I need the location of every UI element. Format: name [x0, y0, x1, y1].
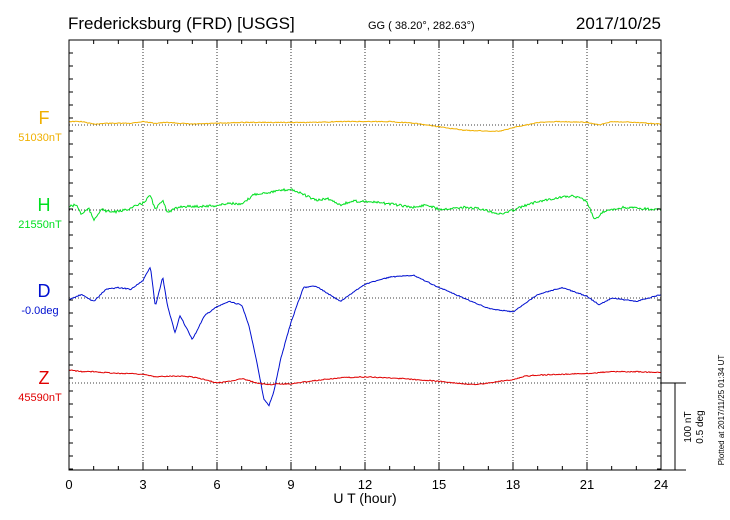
x-tick-label: 0	[65, 477, 72, 492]
x-tick-label: 6	[213, 477, 220, 492]
series-baseline-label-z: 45590nT	[18, 392, 62, 404]
series-line-d	[68, 266, 662, 407]
series-line-h	[68, 187, 662, 222]
series-baseline-label-h: 21550nT	[18, 219, 62, 231]
series-labels: F 51030nT H 21550nT D -0.0deg Z 45590nT	[18, 108, 62, 404]
x-tick-label: 24	[654, 477, 668, 492]
station-title: Fredericksburg (FRD) [USGS]	[68, 14, 295, 33]
x-axis-label: U T (hour)	[333, 490, 396, 506]
series-name-f: F	[39, 108, 50, 128]
series-name-d: D	[38, 281, 51, 301]
scale-nt-label: 100 nT	[683, 411, 694, 442]
x-tick-label: 18	[506, 477, 520, 492]
series-lines	[68, 120, 662, 407]
scale-bar: 100 nT 0.5 deg	[661, 382, 706, 471]
series-line-f	[68, 120, 662, 132]
x-tick-labels: 0 3 6 9 12 15 18 21 24	[65, 477, 668, 492]
series-name-z: Z	[39, 368, 50, 388]
scale-deg-label: 0.5 deg	[695, 410, 706, 443]
date-label: 2017/10/25	[576, 14, 661, 33]
plotted-at-note: Plotted at 2017/11/25 01:34 UT	[717, 355, 726, 466]
x-tick-label: 15	[432, 477, 446, 492]
series-line-z	[68, 369, 662, 386]
series-baseline-label-d: -0.0deg	[21, 305, 58, 317]
x-tick-label: 9	[287, 477, 294, 492]
x-tick-label: 12	[358, 477, 372, 492]
x-tick-label: 21	[580, 477, 594, 492]
series-name-h: H	[38, 195, 51, 215]
coordinates-label: GG ( 38.20°, 282.63°)	[368, 20, 475, 32]
axis-ticks	[68, 40, 662, 470]
series-baseline-label-f: 51030nT	[18, 132, 62, 144]
x-tick-label: 3	[139, 477, 146, 492]
